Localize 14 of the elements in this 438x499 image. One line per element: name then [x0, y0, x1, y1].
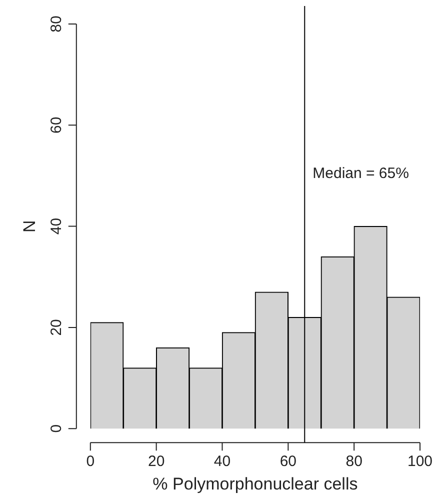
- y-tick-label: 0: [48, 424, 66, 433]
- x-tick-label: 20: [148, 453, 165, 470]
- x-tick-label: 40: [214, 453, 231, 470]
- y-tick-label: 60: [48, 116, 66, 134]
- x-axis-title: % Polymorphonuclear cells: [152, 474, 358, 494]
- y-tick-label: 40: [48, 218, 66, 235]
- x-tick-label: 100: [407, 453, 433, 470]
- x-tick-label: 0: [86, 453, 95, 470]
- y-tick-label: 80: [48, 16, 66, 32]
- y-tick-label: 20: [48, 319, 66, 336]
- y-axis-title: N: [20, 220, 39, 232]
- x-tick-label: 80: [346, 453, 362, 470]
- ref-line-label: Median = 65%: [312, 164, 409, 182]
- x-tick-label: 60: [280, 453, 297, 470]
